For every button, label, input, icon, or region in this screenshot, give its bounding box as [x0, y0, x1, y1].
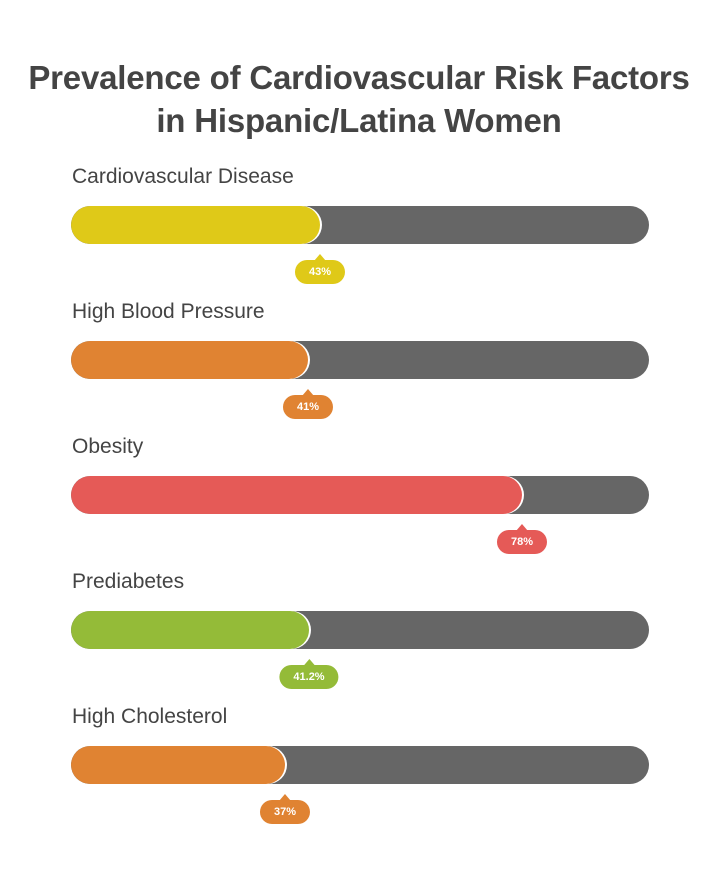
- bar-track: [71, 746, 649, 784]
- bar-fill: [71, 746, 285, 784]
- value-badge: 41%: [282, 389, 334, 419]
- bar-fill: [71, 341, 308, 379]
- bar-track: [71, 341, 649, 379]
- bar-fill: [71, 476, 522, 514]
- value-badge: 37%: [259, 794, 311, 824]
- chart-title-line-1: Prevalence of Cardiovascular Risk Factor…: [28, 59, 690, 96]
- bar-row: High Blood Pressure 41%: [0, 300, 718, 420]
- bar-fill: [71, 611, 309, 649]
- bar-track: [71, 611, 649, 649]
- category-label: Obesity: [72, 435, 144, 458]
- chart-title-line-2: in Hispanic/Latina Women: [156, 102, 562, 139]
- category-label: Prediabetes: [72, 570, 185, 593]
- category-label: High Blood Pressure: [72, 300, 265, 323]
- value-badge: 41.2%: [279, 659, 339, 689]
- bar-row: Prediabetes 41.2%: [0, 570, 718, 690]
- category-label: Cardiovascular Disease: [72, 165, 294, 188]
- bar-row: High Cholesterol 37%: [0, 705, 718, 825]
- value-badge: 78%: [496, 524, 548, 554]
- bar-fill: [71, 206, 320, 244]
- bar-track: [71, 476, 649, 514]
- bar-row: Obesity 78%: [0, 435, 718, 555]
- bar-row: Cardiovascular Disease 43%: [0, 165, 718, 285]
- bar-track: [71, 206, 649, 244]
- value-badge: 43%: [294, 254, 346, 284]
- chart-title: Prevalence of Cardiovascular Risk Factor…: [0, 56, 718, 142]
- category-label: High Cholesterol: [72, 705, 228, 728]
